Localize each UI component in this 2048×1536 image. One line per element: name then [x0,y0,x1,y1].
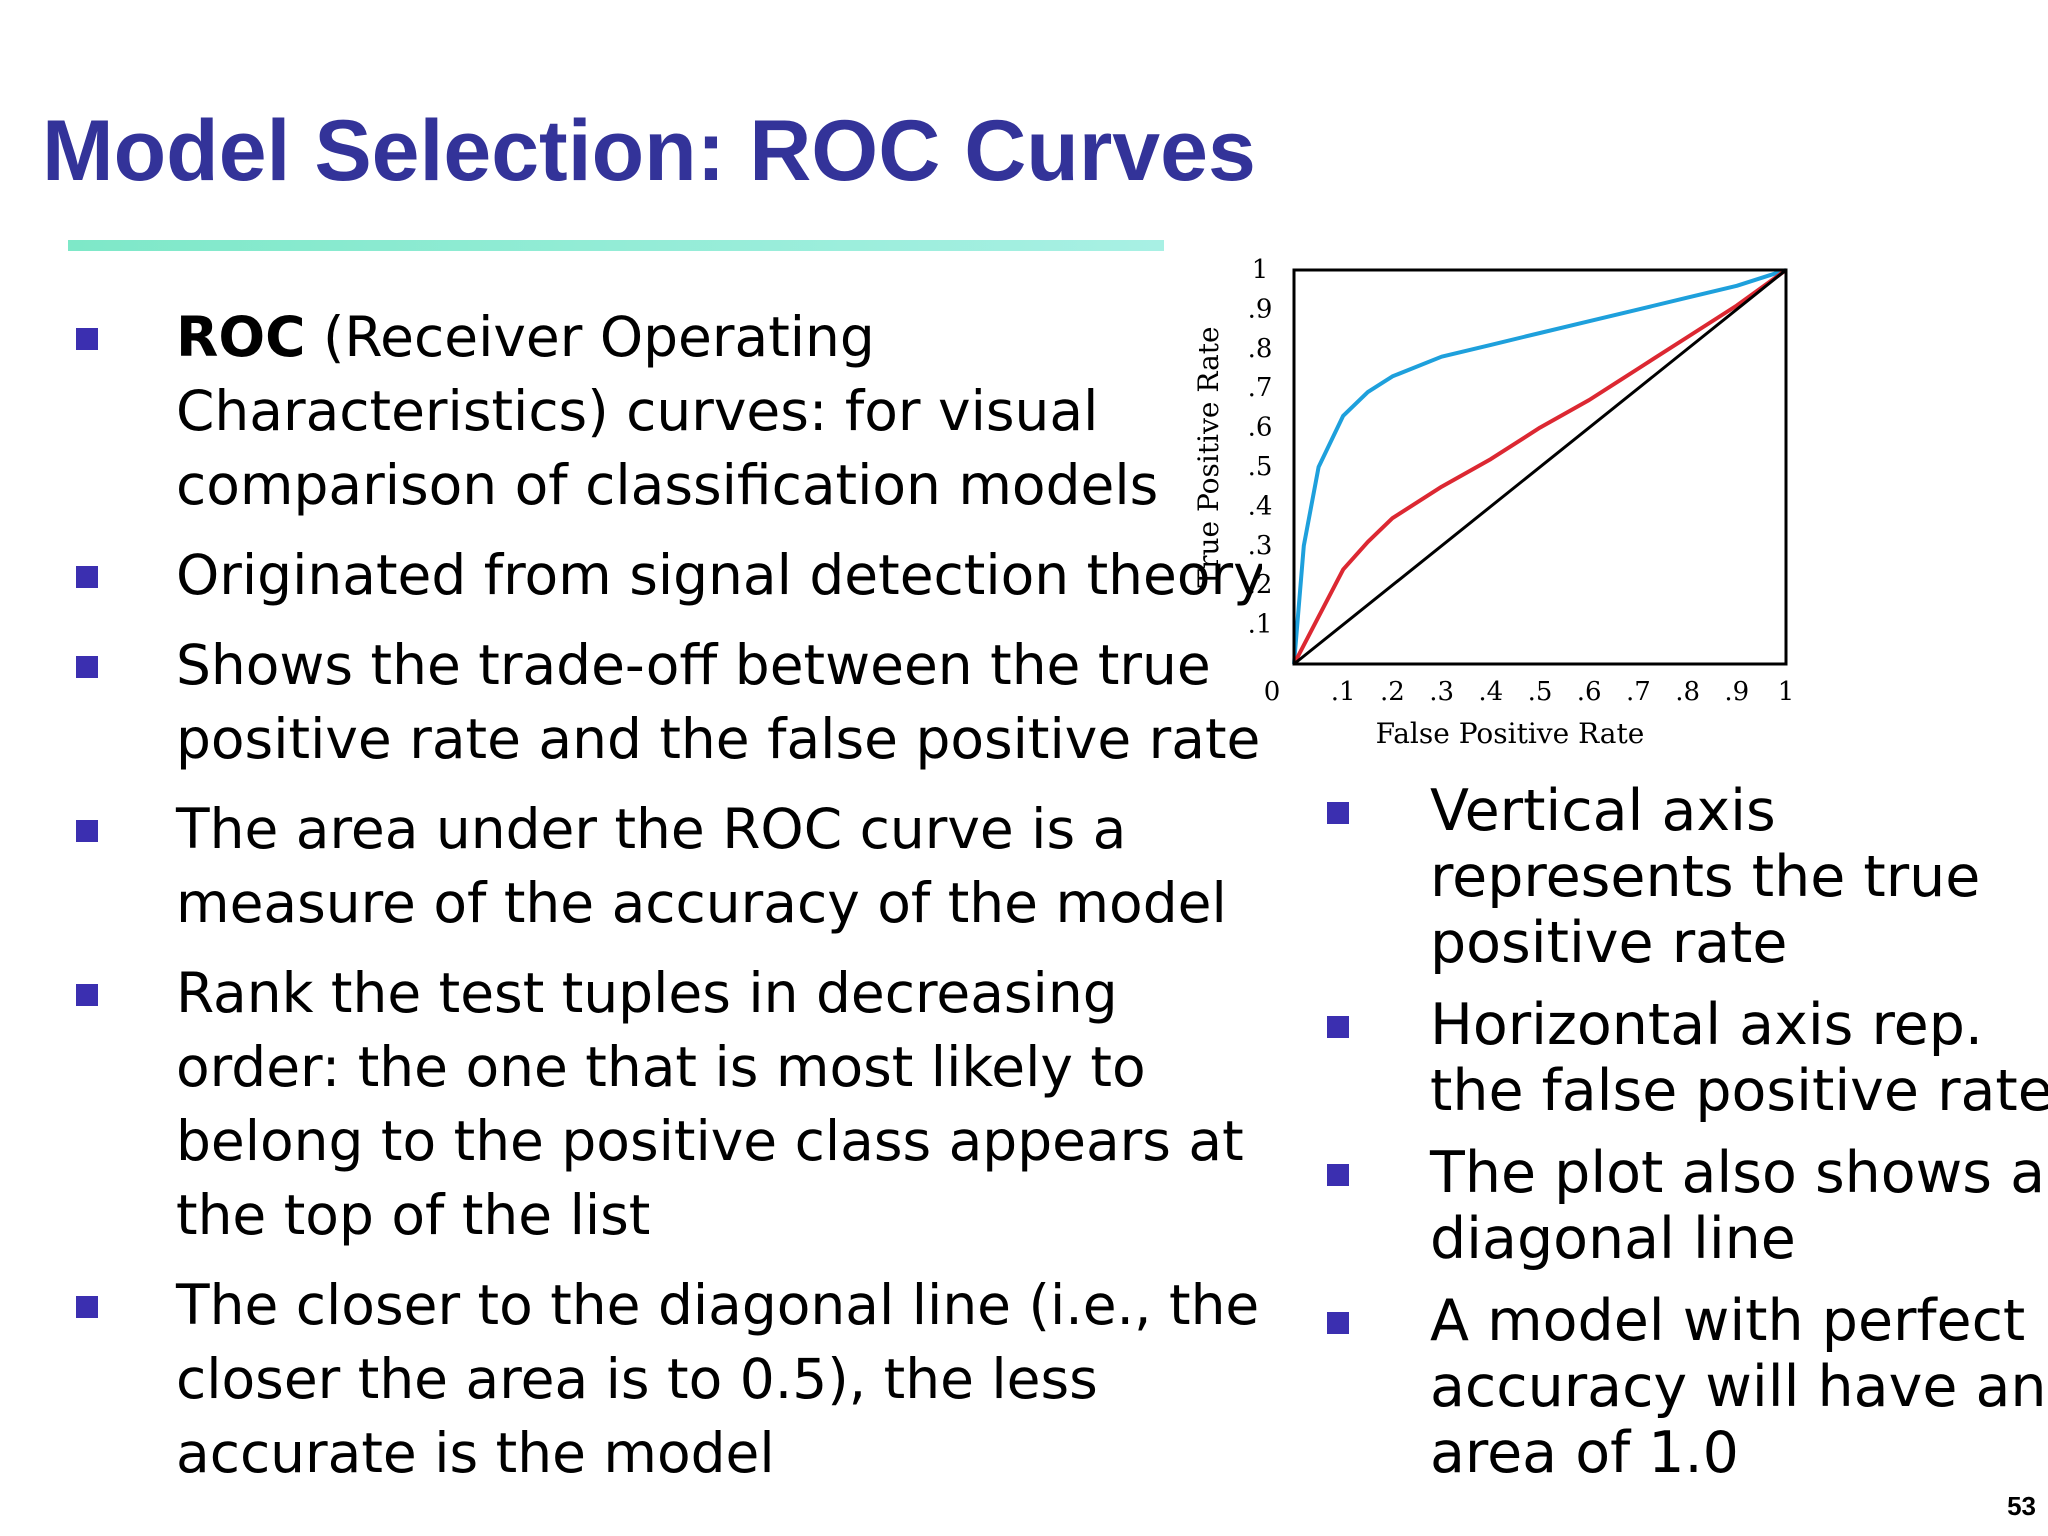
left-bullet-list: ROC (Receiver Operating Characteristics) … [70,300,1262,1490]
bullet-line: closer the area is to 0.5), the less [176,1347,1098,1411]
y-tick-label: .8 [1248,334,1273,364]
page-number: 53 [2007,1491,2036,1521]
bullet-line: belong to the positive class appears at [176,1109,1244,1173]
x-tick-label: 1 [1778,677,1795,707]
left-bullet-column: ROC (Receiver Operating Characteristics) … [70,300,1262,1510]
bullet-line: accurate is the model [176,1421,775,1485]
x-tick-label: .9 [1724,677,1749,707]
x-tick-label: .5 [1528,677,1553,707]
bullet-line: diagonal line [1430,1206,1796,1272]
bullet-line: A model with perfect [1430,1288,2026,1354]
x-tick-label: .7 [1626,677,1651,707]
roc-series-line-1 [1292,268,1788,665]
bullet-line: Vertical axis [1430,778,1776,844]
square-bullet-icon [76,984,98,1006]
bullet-item: The plot also shows a diagonal line [1318,1140,2048,1272]
bullet-line: positive rate [1430,910,1788,976]
square-bullet-icon [76,566,98,588]
x-tick-label: .4 [1478,677,1503,707]
roc-series-line-2 [1293,268,1787,666]
bullet-line: The plot also shows a [1430,1140,2046,1206]
x-tick-label: .2 [1380,677,1405,707]
y-tick-label: .3 [1248,531,1273,561]
bullet-line: The closer to the diagonal line (i.e., t… [176,1273,1260,1337]
bullet-line: comparison of classification models [176,453,1159,517]
bullet-item: The closer to the diagonal line (i.e., t… [70,1268,1262,1490]
y-tick-label: .1 [1248,610,1273,640]
y-tick-label: .6 [1248,413,1273,443]
square-bullet-icon [76,656,98,678]
slide-title: Model Selection: ROC Curves [42,103,1256,199]
bullet-line: the top of the list [176,1183,651,1247]
square-bullet-icon [1327,802,1349,824]
bullet-item: The area under the ROC curve is a measure… [70,792,1262,940]
bullet-text: (Receiver Operating [305,305,875,369]
bullet-item: Rank the test tuples in decreasing order:… [70,956,1262,1252]
square-bullet-icon [1327,1164,1349,1186]
x-tick-label: .3 [1429,677,1454,707]
bullet-line: Horizontal axis rep. [1430,992,1984,1058]
bullet-item: A model with perfect accuracy will have a… [1318,1288,2048,1486]
bullet-item: Shows the trade-off between the true posi… [70,628,1262,776]
square-bullet-icon [76,1296,98,1318]
square-bullet-icon [1327,1312,1349,1334]
roc-chart: .1 .2 .3 .4 .5 .6 .7 .8 .9 1 .1 .2 .3 .4 .5 .6 .7 .8 .9 1 0 F… [1196,255,1795,750]
bullet-line: The area under the ROC curve is a [176,797,1127,861]
bullet-line: Shows the trade-off between the true [176,633,1211,697]
square-bullet-icon [76,328,98,350]
bullet-line: area of 1.0 [1430,1420,1739,1486]
y-tick-label: 1 [1252,255,1269,285]
bullet-line: measure of the accuracy of the model [176,871,1227,935]
bullet-line: the false positive rate [1430,1058,2048,1124]
plot-frame [1292,268,1788,666]
y-tick-label: .4 [1248,491,1273,521]
bullet-line: represents the true [1430,844,1981,910]
y-tick-label: .2 [1248,570,1273,600]
roc-series-line-0 [1292,268,1787,665]
bullet-bold-term: ROC [176,305,306,369]
square-bullet-icon [76,820,98,842]
x-tick-label: .8 [1675,677,1700,707]
x-tick-label: .6 [1577,677,1602,707]
bullet-item: Originated from signal detection theory [70,538,1262,612]
bullet-line: order: the one that is most likely to [176,1035,1146,1099]
x-axis-label: False Positive Rate [1376,717,1645,750]
y-tick-label: .5 [1248,452,1273,482]
bullet-line: positive rate and the false positive rat… [176,707,1261,771]
bullet-line: Originated from signal detection theory [176,543,1262,607]
title-underline [68,240,1164,251]
right-bullet-column: Vertical axis represents the true positive… [1318,778,2048,1498]
square-bullet-icon [1327,1016,1349,1038]
bullet-item: Vertical axis represents the true positive… [1318,778,2048,976]
origin-label: 0 [1264,677,1281,707]
y-tick-label: .9 [1248,294,1273,324]
bullet-item: ROC (Receiver Operating Characteristics) … [70,300,1262,522]
bullet-line: Rank the test tuples in decreasing [176,961,1118,1025]
y-tick-label: .7 [1248,373,1273,403]
right-bullet-list: Vertical axis represents the true positive… [1318,778,2048,1486]
x-tick-label: .1 [1331,677,1356,707]
y-axis-label: True Positive Rate [1196,326,1225,587]
bullet-line: Characteristics) curves: for visual [176,379,1099,443]
bullet-line: ROC (Receiver Operating [176,300,1262,374]
bullet-item: Horizontal axis rep. the false positive r… [1318,992,2048,1124]
bullet-line: accuracy will have an [1430,1354,2047,1420]
